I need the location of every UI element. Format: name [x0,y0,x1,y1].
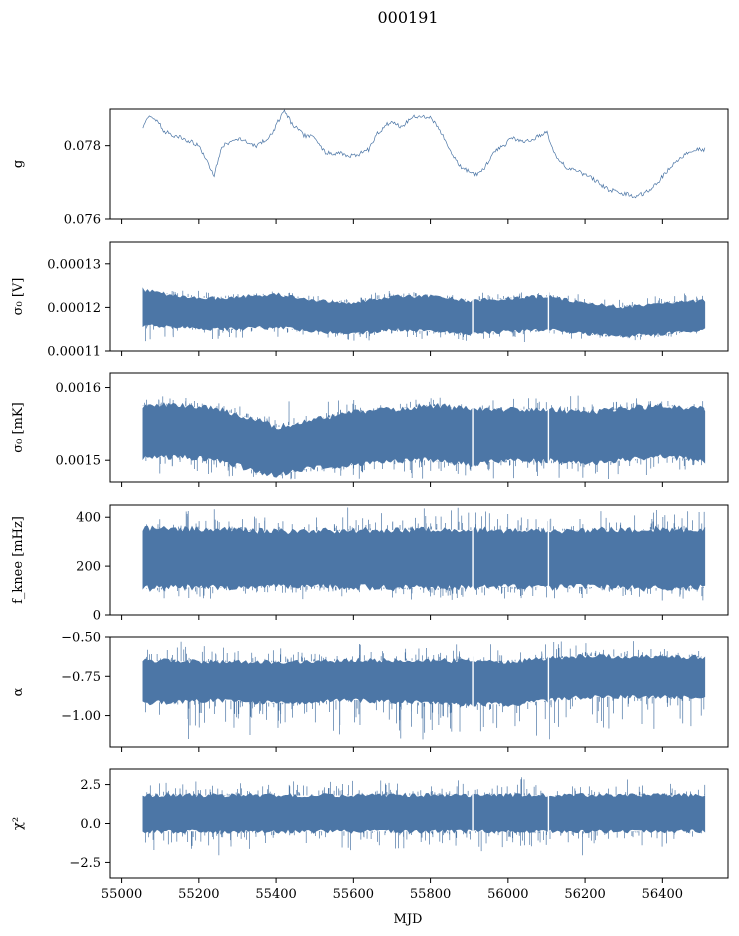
x-tick-label: 56200 [564,887,605,902]
axes-frame [109,241,729,352]
panel-5: −1.00 −0.75 −0.50 α [11,631,729,752]
y-axis-label: σ₀ [mK] [11,402,26,452]
y-tick-label: 0.0015 [56,454,102,469]
series-plot [142,109,706,199]
x-axis-label: MJD [394,912,423,927]
y-tick-label: 0.00011 [47,345,101,360]
series-band [142,792,706,834]
y-tick-label: −2.5 [69,856,101,871]
x-tick-label: 56000 [487,887,528,902]
series-spikes [145,777,706,856]
y-tick-label: 2.5 [80,778,101,793]
series-band [142,287,706,338]
y-tick-label: 400 [76,511,101,526]
y-tick-label: 200 [76,560,101,575]
y-tick-label: 0 [93,609,101,624]
y-tick-label: 0.00013 [47,257,101,272]
x-tick-label: 55000 [101,887,142,902]
x-tick-label: 55400 [255,887,296,902]
y-axis-label: f_knee [mHz] [11,516,26,604]
x-tick-label: 55600 [333,887,374,902]
y-tick-label: −1.00 [61,709,101,724]
y-tick-label: −0.50 [61,631,101,646]
panel-3: 0.0015 0.0016 σ₀ [mK] [11,372,729,487]
y-axis-label: σ₀ [V] [11,278,26,316]
axes-frame [109,636,729,748]
panel-6: −2.5 0.0 2.5 55000 55200 55400 55600 55800 56000… [11,768,729,902]
series-band [142,653,706,707]
y-tick-label: 0.0 [80,817,101,832]
panel-1: 0.076 0.078 g [11,108,729,228]
axes-frame [109,372,729,483]
series-plot [142,507,706,611]
panel-2: 0.00011 0.00012 0.00013 σ₀ [V] [11,241,729,360]
y-tick-label: −0.75 [61,670,101,685]
axes-frame [109,504,729,616]
series-band [142,402,706,478]
figure-title: 000191 [377,8,438,27]
series-plot [142,377,706,480]
series-plot [142,246,706,347]
series-plot [142,641,706,743]
y-tick-label: 0.078 [64,139,101,154]
y-axis-label: g [11,160,26,168]
x-tick-label: 55200 [178,887,219,902]
y-axis-label: χ² [11,817,26,830]
series-plot [142,773,706,874]
series-line [142,109,706,199]
series-band [142,525,706,592]
y-tick-label: 0.00012 [47,301,101,316]
y-tick-label: 0.0016 [56,381,102,396]
axes-frame [109,108,729,220]
panel-4: 0 200 400 f_knee [mHz] [11,504,729,624]
x-tick-label: 56400 [642,887,683,902]
y-tick-label: 0.076 [64,213,101,228]
x-tick-label: 55800 [410,887,451,902]
series-spikes [142,395,706,480]
y-axis-label: α [11,687,26,696]
series-spikes [144,641,705,740]
series-spikes [146,507,705,601]
